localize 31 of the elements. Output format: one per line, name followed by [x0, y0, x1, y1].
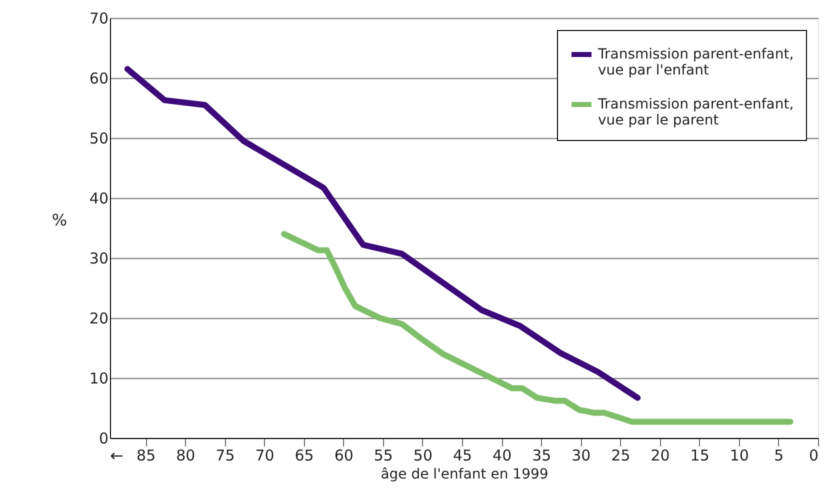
y-tick-label: 40 [89, 190, 108, 208]
x-tick-label: 30 [572, 446, 591, 464]
x-tick-label: 60 [334, 446, 354, 464]
x-tick-label: 45 [452, 446, 472, 464]
y-axis-title: % [52, 210, 68, 230]
x-tick-label: 75 [216, 446, 235, 464]
y-tick-label: 20 [89, 310, 108, 328]
legend-label: Transmission parent-enfant, vue par le parent [597, 96, 794, 128]
legend-label: Transmission parent-enfant, vue par l'enfant [597, 46, 794, 78]
x-tick-label: 85 [136, 446, 156, 464]
x-tick-label: 0 [808, 446, 818, 464]
y-tick-label: 60 [89, 70, 108, 88]
x-axis-title: âge de l'enfant en 1999 [380, 466, 548, 482]
y-tick-label: 70 [89, 10, 108, 28]
y-tick-label: 50 [89, 130, 108, 148]
x-tick-label: 15 [690, 446, 710, 464]
y-tick-label: 0 [98, 430, 108, 448]
x-tick-label: 80 [176, 446, 196, 464]
x-tick-label: 35 [532, 446, 552, 464]
y-tick-label: 10 [89, 370, 108, 388]
x-tick-label: 55 [374, 446, 393, 464]
x-tick-label: 40 [492, 446, 512, 464]
x-tick-label: 20 [650, 446, 670, 464]
x-tick-label: 65 [294, 446, 314, 464]
x-tick-label: 70 [255, 446, 274, 464]
y-tick-label: 30 [89, 250, 108, 268]
text: ← [110, 446, 124, 465]
x-tick-label: 10 [730, 446, 749, 464]
x-tick-label: 5 [774, 446, 784, 464]
x-tick-label: 50 [413, 446, 433, 464]
x-tick-label: 25 [611, 446, 630, 464]
